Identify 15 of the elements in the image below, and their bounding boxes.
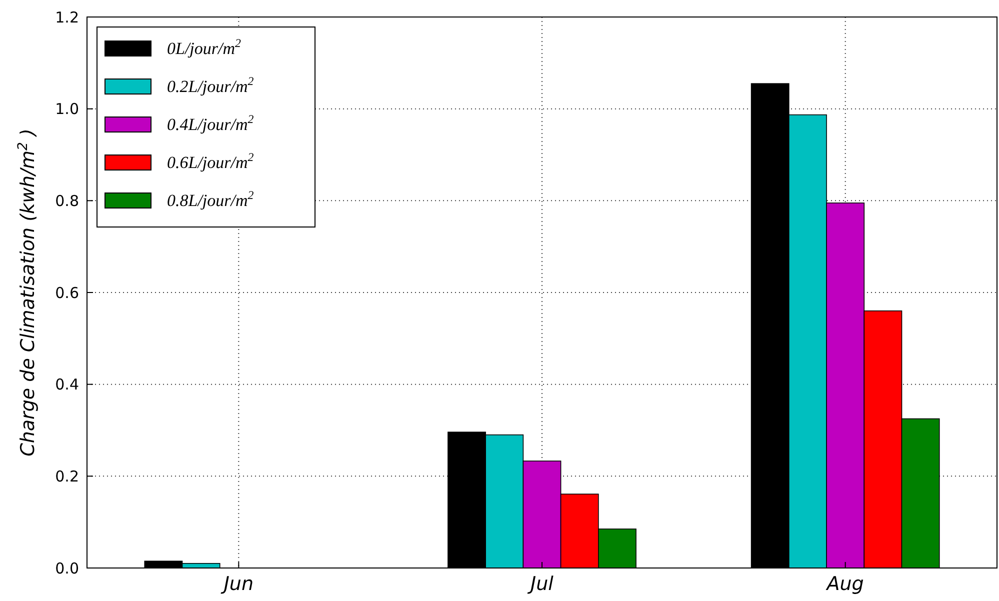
legend-label: 0.6L/jour/m$^{2}$ (167, 150, 254, 172)
y-tick-label: 0.4 (55, 376, 79, 394)
x-tick-label: Aug (824, 573, 864, 595)
legend-label: 0L/jour/m$^{2}$ (167, 36, 242, 58)
y-tick-label: 0.0 (55, 559, 79, 578)
legend-label: 0.4L/jour/m$^{2}$ (167, 112, 254, 134)
legend-label: 0.2L/jour/m$^{2}$ (167, 74, 254, 96)
x-tick-label: Jun (220, 573, 254, 595)
y-tick-label: 0.2 (55, 467, 79, 486)
y-tick-label: 1.2 (55, 8, 79, 26)
y-tick-label: 0.6 (55, 284, 79, 302)
legend-label: 0.8L/jour/m$^{2}$ (167, 188, 254, 210)
y-tick-label: 0.8 (55, 192, 79, 210)
y-tick-label: 1.0 (55, 100, 79, 118)
x-tick-label: Jul (526, 573, 554, 595)
